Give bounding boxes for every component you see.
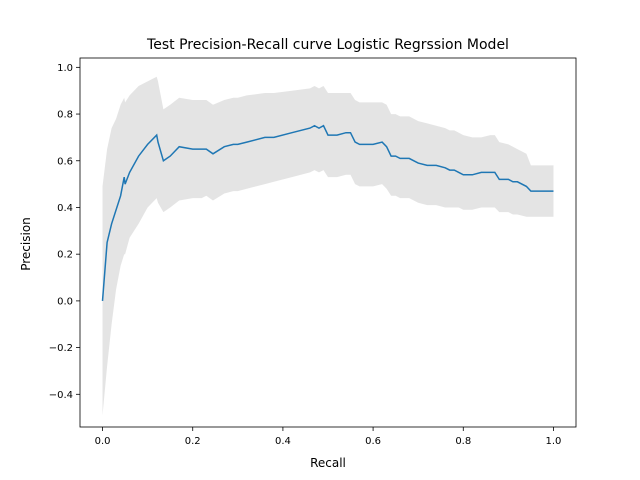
y-tick-label: 0.2: [57, 250, 73, 261]
x-tick-label: 1.0: [546, 436, 562, 447]
y-tick-label: 0.8: [57, 110, 73, 121]
x-axis-ticks: 0.0 0.2 0.4 0.6 0.8 1.0: [95, 427, 562, 447]
x-tick-label: 0.6: [365, 436, 381, 447]
y-tick-label: −0.2: [49, 343, 73, 354]
y-tick-label: 1.0: [57, 63, 73, 74]
x-tick-label: 0.0: [95, 436, 111, 447]
y-tick-label: 0.0: [57, 296, 73, 307]
axes-frame: [79, 57, 577, 428]
y-tick-label: −0.4: [49, 390, 73, 401]
precision-recall-line: [101, 124, 554, 301]
y-axis-ticks: −0.4 −0.2 0.0 0.2 0.4 0.6 0.8 1.0: [49, 63, 80, 401]
y-axis-label: Precision: [19, 217, 33, 271]
x-tick-label: 0.4: [275, 436, 291, 447]
plot-area: [79, 57, 577, 428]
x-tick-label: 0.8: [455, 436, 471, 447]
y-tick-label: 0.4: [57, 203, 73, 214]
y-tick-label: 0.6: [57, 156, 73, 167]
x-axis-label: Recall: [310, 456, 346, 470]
chart-title: Test Precision-Recall curve Logistic Reg…: [146, 37, 509, 53]
x-tick-label: 0.2: [185, 436, 201, 447]
confidence-band: [102, 76, 554, 416]
